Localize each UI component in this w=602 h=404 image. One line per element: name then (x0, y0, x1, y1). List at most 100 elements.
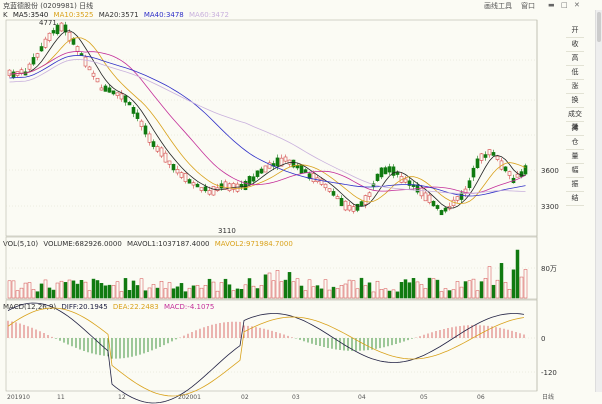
volume-bar (35, 291, 40, 299)
sidebar-item-9[interactable]: 量 (566, 150, 584, 164)
x-label-05: 05 (420, 394, 428, 401)
candle (235, 183, 240, 192)
sidebar-item-0[interactable]: 开 (566, 24, 584, 38)
candle (519, 171, 524, 177)
sidebar-item-5[interactable]: 换 (566, 94, 584, 108)
candle (191, 182, 196, 186)
candle (503, 166, 508, 172)
candle (255, 170, 260, 177)
volume-bar (335, 288, 340, 299)
candle (131, 106, 136, 114)
sidebar-item-6[interactable]: 成交量 (566, 110, 584, 131)
sidebar-item-11[interactable]: 振 (566, 178, 584, 192)
volume-bar (471, 278, 476, 299)
volume-bar (143, 290, 148, 299)
candle (347, 205, 352, 211)
volume-bar (215, 290, 220, 299)
sidebar-item-4[interactable]: 涨 (566, 80, 584, 94)
candle (383, 167, 388, 175)
volume-bar (235, 288, 240, 299)
x-label-11: 11 (57, 394, 65, 401)
volume-bar (243, 284, 248, 299)
volume-bar (435, 279, 440, 299)
volume-bar (63, 282, 68, 299)
candle (507, 171, 512, 176)
volume-bar (67, 279, 72, 299)
moving-average-lines (9, 30, 526, 209)
ma20-value: MA20:3571 (98, 11, 139, 19)
candle (163, 152, 168, 163)
candle (471, 167, 476, 178)
volume-bar (111, 285, 116, 299)
volume-bar (503, 282, 508, 299)
volume-bar (147, 287, 152, 299)
volume-bar (239, 289, 244, 299)
sidebar-item-12[interactable]: 结 (566, 192, 584, 206)
mavol1-value: MAVOL1:1037187.4000 (127, 240, 210, 248)
sidebar-item-2[interactable]: 高 (566, 52, 584, 66)
price-axis-high: 3600 (541, 167, 559, 175)
macd-lines (7, 302, 525, 404)
volume-bar (391, 289, 396, 299)
period-label[interactable]: 日线 (542, 393, 554, 401)
candle (167, 160, 172, 165)
macd-histogram (7, 320, 525, 359)
volume-bar (315, 285, 320, 299)
candle (367, 192, 372, 197)
draw-tools-button[interactable]: 画线工具 (484, 2, 512, 10)
volume-bar (443, 288, 448, 299)
sidebar-item-1[interactable]: 收 (566, 38, 584, 52)
close-icon[interactable]: ✕ (574, 1, 580, 9)
volume-bar (55, 282, 60, 299)
ma5-value: MA5:3540 (12, 11, 49, 19)
candle (103, 85, 108, 92)
volume-bar (347, 279, 352, 299)
candle (375, 173, 380, 181)
volume-bar (327, 289, 332, 299)
candlestick-series (7, 21, 528, 216)
candle (243, 180, 248, 191)
sidebar-item-7[interactable]: 持 (566, 122, 584, 136)
volume-bar (255, 288, 260, 299)
maximize-icon[interactable]: □ (561, 1, 568, 9)
volume-bar (459, 286, 464, 299)
x-label-04: 04 (358, 394, 366, 401)
volume-bar (27, 282, 32, 299)
sidebar-item-8[interactable]: 仓 (566, 136, 584, 150)
candle (31, 57, 36, 65)
candle (379, 167, 384, 178)
volume-bar (123, 278, 128, 299)
volume-bar (359, 277, 364, 299)
volume-bar (31, 289, 36, 299)
candle (223, 181, 228, 190)
ma-line (9, 37, 526, 204)
volume-bar (79, 279, 84, 299)
candle (479, 153, 484, 161)
vol-axis-unit: 80万 (541, 265, 557, 273)
x-label-201910: 201910 (7, 394, 30, 401)
candle (279, 157, 284, 167)
volume-bar (475, 290, 480, 299)
candle (135, 112, 140, 119)
volume-bar (351, 280, 356, 299)
volume-bar (43, 279, 48, 299)
sidebar-item-3[interactable]: 低 (566, 66, 584, 80)
candle (363, 195, 368, 205)
window-button[interactable]: 窗口 (521, 2, 535, 10)
vertical-scrollbar[interactable] (595, 10, 602, 392)
volume-bar (87, 290, 92, 299)
volume-bar (467, 280, 472, 299)
sidebar-item-10[interactable]: 幅 (566, 164, 584, 178)
volume-bar (323, 279, 328, 299)
dea-value: DEA:22.2483 (112, 303, 159, 311)
candle (171, 164, 176, 171)
volume-bar (511, 269, 516, 299)
ma60-value: MA60:3472 (189, 11, 229, 19)
minimize-icon[interactable]: ▬ (548, 1, 555, 9)
scrollbar-thumb[interactable] (597, 12, 601, 42)
candle (267, 162, 272, 169)
volume-bar (479, 281, 484, 299)
candle (119, 93, 124, 100)
volume-bar (211, 281, 216, 299)
